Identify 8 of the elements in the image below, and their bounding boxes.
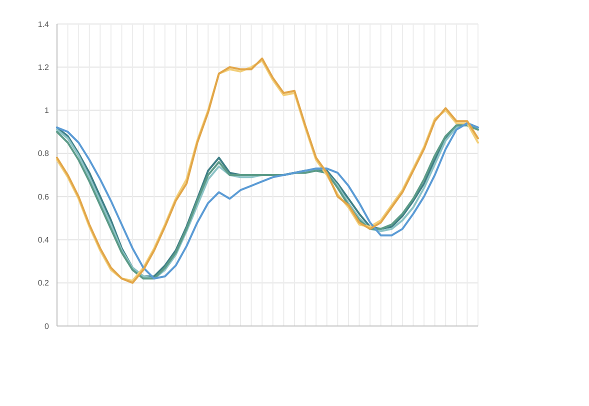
y-tick-label: 0.6 xyxy=(38,192,50,202)
y-tick-label: 0.4 xyxy=(38,236,50,245)
y-tick-label: 1.4 xyxy=(38,20,50,29)
y-tick-label: 1.2 xyxy=(38,62,50,72)
y-tick-label: 0.2 xyxy=(38,278,50,288)
y-tick-label: 1 xyxy=(44,106,50,116)
y-tick-label: 0 xyxy=(44,322,50,331)
y-tick-label: 0.8 xyxy=(38,149,50,158)
